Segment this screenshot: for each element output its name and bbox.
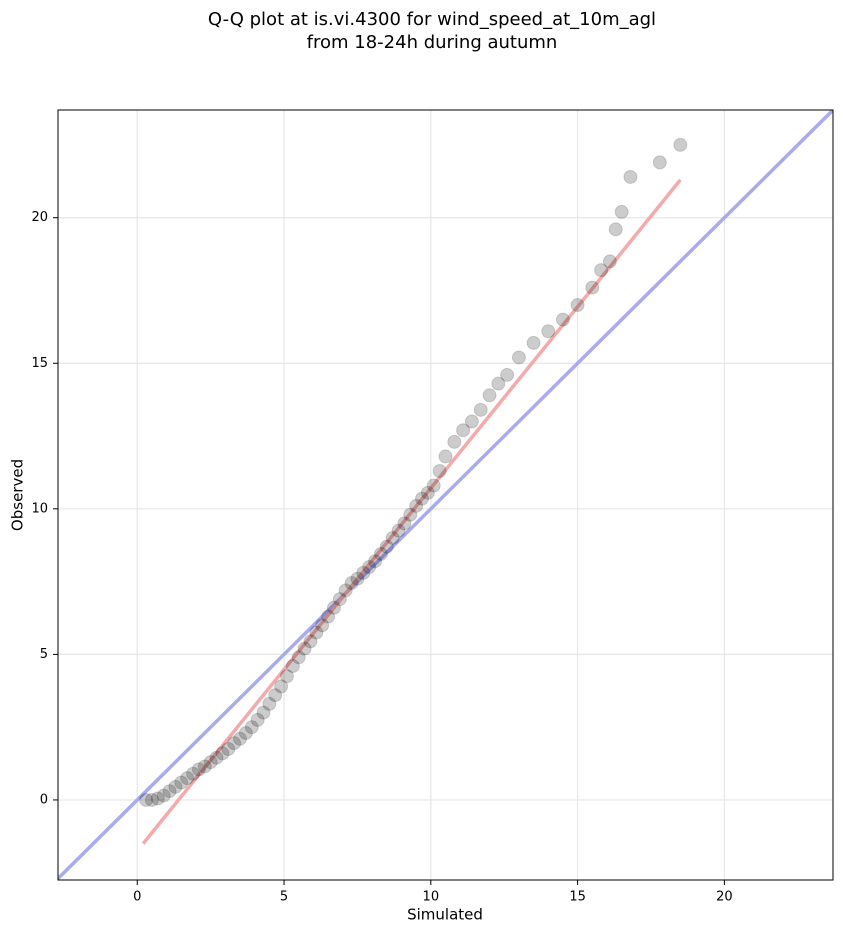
- point: [623, 169, 638, 184]
- x-axis-label: Simulated: [407, 906, 483, 924]
- point: [274, 679, 289, 694]
- point: [221, 741, 236, 756]
- point: [426, 478, 441, 493]
- point: [415, 491, 430, 506]
- y-tick-label: 15: [31, 356, 48, 371]
- point: [585, 280, 600, 295]
- point: [315, 618, 330, 633]
- point: [215, 746, 230, 761]
- point: [652, 155, 667, 170]
- point: [608, 222, 623, 237]
- point: [456, 423, 471, 438]
- y-tick-label: 10: [31, 501, 48, 516]
- point: [191, 762, 206, 777]
- point: [297, 641, 312, 656]
- point: [526, 335, 541, 350]
- point: [174, 775, 189, 790]
- plot-area: [58, 110, 833, 880]
- point: [500, 367, 515, 382]
- point: [555, 312, 570, 327]
- point: [403, 507, 418, 522]
- point: [541, 324, 556, 339]
- point: [238, 725, 253, 740]
- point: [511, 350, 526, 365]
- point: [491, 376, 506, 391]
- point: [673, 137, 688, 152]
- point: [268, 688, 283, 703]
- point: [144, 792, 159, 807]
- point: [227, 736, 242, 751]
- point: [139, 792, 154, 807]
- point: [262, 696, 277, 711]
- point: [368, 554, 383, 569]
- point: [250, 712, 265, 727]
- point: [409, 498, 424, 513]
- point: [350, 571, 365, 586]
- axes-frame: [57, 109, 834, 881]
- point: [432, 463, 447, 478]
- y-axis-label: Observed: [9, 459, 27, 531]
- point: [168, 779, 183, 794]
- y-tick-label: 0: [40, 792, 48, 807]
- point: [473, 402, 488, 417]
- point: [482, 388, 497, 403]
- point: [397, 516, 412, 531]
- point: [356, 565, 371, 580]
- point: [156, 788, 171, 803]
- point: [256, 705, 271, 720]
- point: [279, 669, 294, 684]
- point: [332, 592, 347, 607]
- point: [570, 298, 585, 313]
- point: [285, 659, 300, 674]
- point: [438, 449, 453, 464]
- point: [464, 414, 479, 429]
- point: [391, 523, 406, 538]
- point: [362, 560, 377, 575]
- point: [180, 771, 195, 786]
- reference-line: [58, 110, 833, 880]
- point: [197, 759, 212, 774]
- point: [385, 530, 400, 545]
- point: [309, 625, 324, 640]
- point: [420, 485, 435, 500]
- x-tick-label: 0: [133, 890, 141, 905]
- point: [291, 650, 306, 665]
- point: [203, 755, 218, 770]
- point: [379, 539, 394, 554]
- x-tick-label: 5: [280, 890, 288, 905]
- point: [602, 254, 617, 269]
- point: [594, 263, 609, 278]
- reference-line: [141, 178, 682, 845]
- point: [186, 766, 201, 781]
- point: [233, 731, 248, 746]
- grid: [58, 110, 833, 880]
- chart-title: from 18-24h during autumn: [307, 32, 558, 53]
- point: [614, 204, 629, 219]
- chart-title: Q-Q plot at is.vi.4300 for wind_speed_at…: [208, 9, 656, 30]
- point: [447, 434, 462, 449]
- point: [321, 609, 336, 624]
- point: [326, 600, 341, 615]
- x-tick-label: 15: [569, 890, 586, 905]
- point: [303, 634, 318, 649]
- point: [150, 791, 165, 806]
- x-tick-label: 10: [423, 890, 440, 905]
- x-tick-label: 20: [716, 890, 733, 905]
- point: [344, 576, 359, 591]
- point: [209, 750, 224, 765]
- point: [244, 720, 259, 735]
- point: [373, 546, 388, 561]
- y-tick-label: 20: [31, 210, 48, 225]
- point: [338, 583, 353, 598]
- y-tick-label: 5: [40, 647, 48, 662]
- point: [162, 784, 177, 799]
